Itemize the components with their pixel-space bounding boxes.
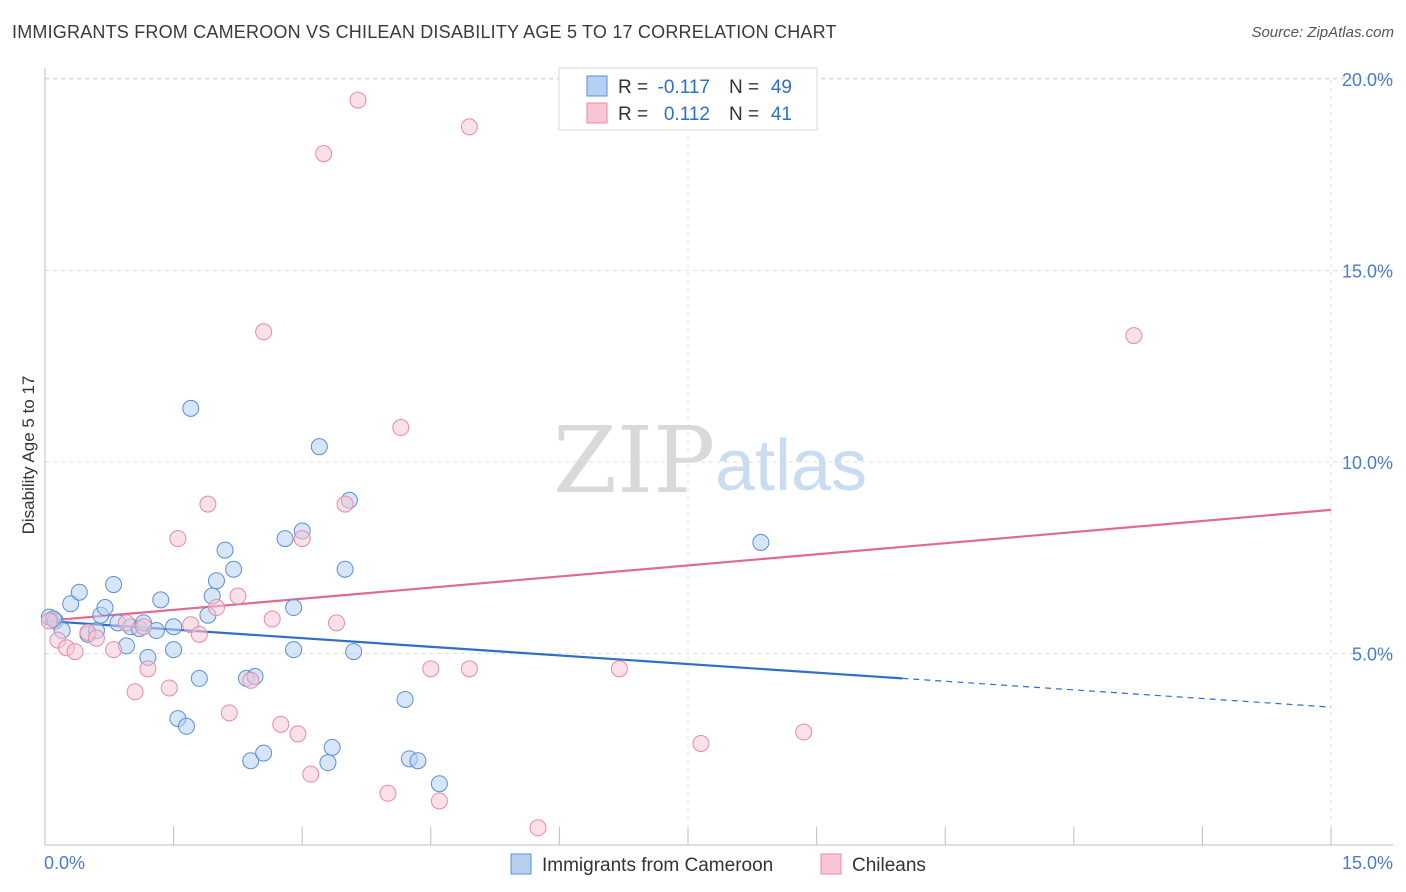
cameroon-point-3	[62, 595, 80, 613]
legend-r-label-2: R =	[618, 104, 648, 125]
chileans-point-32	[422, 660, 440, 678]
bottom-legend-swatch-chileans	[820, 853, 842, 875]
chileans-point-12	[169, 530, 187, 548]
cameroon-point-4	[70, 583, 88, 601]
cameroon-point-22	[182, 399, 200, 417]
cameroon-point-33	[276, 530, 294, 548]
source-label: Source: ZipAtlas.com	[1251, 24, 1394, 41]
chileans-point-9	[135, 618, 153, 636]
axes	[44, 68, 1393, 846]
cameroon-trend-line-extension	[902, 677, 1332, 708]
cameroon-point-37	[310, 438, 328, 456]
cameroon-point-39	[323, 738, 341, 756]
chileans-trend-line	[44, 508, 1332, 623]
legend-n-value-2: 41	[771, 104, 792, 125]
chileans-point-40	[1125, 327, 1143, 345]
bottom-legend-label-cameroon: Immigrants from Cameroon	[542, 855, 773, 876]
watermark-atlas: atlas	[715, 426, 867, 506]
y-tick-label-1: 10.0%	[1342, 453, 1393, 473]
legend-r-value-2: 0.112	[664, 104, 710, 125]
chileans-point-7	[117, 614, 135, 632]
legend-swatch-chileans	[586, 102, 608, 124]
cameroon-point-46	[430, 775, 448, 793]
bottom-legend-swatch-cameroon	[510, 853, 532, 875]
chileans-point-30	[379, 784, 397, 802]
y-tick-label-0: 5.0%	[1352, 645, 1393, 665]
chileans-point-26	[315, 145, 333, 163]
chileans-point-37	[610, 660, 628, 678]
y-tick-labels: 5.0% 10.0% 15.0% 20.0%	[1342, 70, 1393, 665]
chileans-point-3	[66, 643, 84, 661]
chileans-point-39	[795, 723, 813, 741]
watermark-zip: ZIP	[553, 407, 715, 514]
y-tick-label-2: 15.0%	[1342, 262, 1393, 282]
cameroon-point-32	[255, 744, 273, 762]
y-tick-label-3: 20.0%	[1342, 70, 1393, 90]
watermark: ZIP atlas	[553, 407, 867, 514]
chileans-point-23	[289, 725, 307, 743]
legend-n-label-2: N =	[729, 104, 759, 125]
chileans-point-35	[460, 118, 478, 136]
chileans-point-6	[105, 641, 123, 659]
cameroon-point-28	[225, 560, 243, 578]
legend-n-label-1: N =	[729, 77, 759, 98]
cameroon-point-27	[216, 541, 234, 559]
legend-r-value-1: -0.117	[658, 77, 710, 98]
chileans-point-24	[293, 530, 311, 548]
cameroon-point-8	[96, 599, 114, 617]
cameroon-point-45	[409, 752, 427, 770]
cameroon-point-35	[285, 641, 303, 659]
x-tick-label-1: 15.0%	[1342, 853, 1393, 873]
x-tick-label-0: 0.0%	[44, 853, 85, 873]
chileans-point-5	[87, 629, 105, 647]
chileans-point-27	[327, 614, 345, 632]
chileans-point-14	[190, 625, 208, 643]
cameroon-point-42	[345, 643, 363, 661]
chileans-point-18	[229, 587, 247, 605]
cameroon-point-30	[242, 752, 260, 770]
bottom-legend: Immigrants from Cameroon Chileans	[510, 853, 926, 876]
cameroon-point-9	[105, 576, 123, 594]
cameroon-point-21	[177, 717, 195, 735]
legend: R = -0.117 N = 49 R = 0.112 N = 41	[558, 67, 818, 131]
chileans-point-0	[40, 612, 58, 630]
chileans-point-15	[199, 495, 217, 513]
cameroon-point-23	[190, 669, 208, 687]
cameroon-point-19	[165, 618, 183, 636]
cameroon-point-43	[396, 690, 414, 708]
cameroon-point-17	[152, 591, 170, 609]
cameroon-point-47	[752, 533, 770, 551]
cameroon-point-34	[285, 599, 303, 617]
chileans-point-8	[126, 683, 144, 701]
chart-title: IMMIGRANTS FROM CAMEROON VS CHILEAN DISA…	[12, 22, 837, 42]
chileans-point-21	[263, 610, 281, 628]
chileans-point-28	[336, 495, 354, 513]
chileans-point-22	[272, 715, 290, 733]
chileans-point-20	[255, 323, 273, 341]
legend-swatch-cameroon	[586, 75, 608, 97]
cameroon-point-18	[165, 641, 183, 659]
cameroon-point-40	[336, 560, 354, 578]
bottom-legend-label-chileans: Chileans	[852, 855, 926, 876]
chileans-point-10	[139, 660, 157, 678]
chileans-point-34	[460, 660, 478, 678]
legend-n-value-1: 49	[771, 77, 792, 98]
chileans-point-38	[692, 735, 710, 753]
chileans-point-16	[207, 599, 225, 617]
legend-r-label-1: R =	[618, 77, 648, 98]
x-tick-labels: 0.0% 15.0%	[44, 853, 1393, 873]
y-axis-label: Disability Age 5 to 17	[19, 376, 38, 535]
chileans-point-31	[392, 419, 410, 437]
chileans-point-29	[349, 91, 367, 109]
data-points	[40, 91, 1143, 837]
chileans-point-17	[220, 704, 238, 722]
chileans-point-33	[430, 792, 448, 810]
chileans-point-25	[302, 765, 320, 783]
cameroon-point-38	[319, 754, 337, 772]
cameroon-point-26	[207, 572, 225, 590]
chileans-point-36	[529, 819, 547, 837]
chileans-point-19	[242, 671, 260, 689]
chileans-point-11	[160, 679, 178, 697]
